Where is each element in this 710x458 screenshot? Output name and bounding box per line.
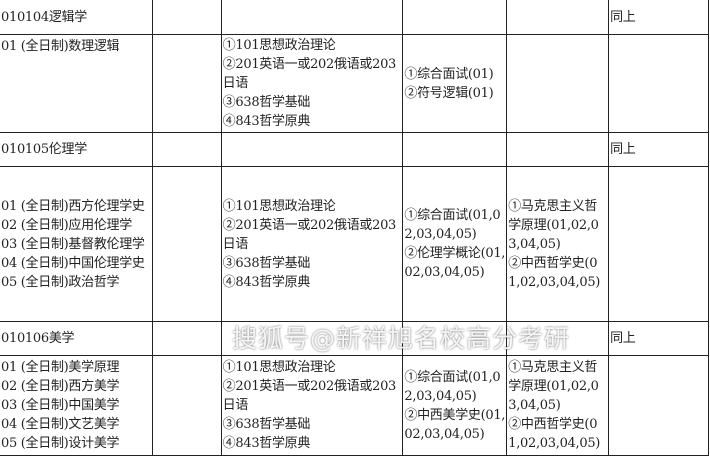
blank-cell bbox=[151, 355, 222, 456]
retest-subjects-cell: ①综合面试(01,02,03,04,05) ②伦理学概论(01,02,03,04… bbox=[402, 166, 508, 322]
program-cell: 01 (全日制)数理逻辑 bbox=[0, 34, 153, 133]
equivalent-subjects-cell bbox=[506, 0, 610, 35]
watermark: 搜狐号@新祥旭名校高分考研 bbox=[232, 324, 571, 353]
exam-subjects-cell: ①101思想政治理论 ②201英语一或202俄语或203日语 ③638哲学基础 … bbox=[220, 166, 404, 322]
remarks-cell: 同上 bbox=[608, 132, 709, 167]
remarks-cell bbox=[608, 166, 709, 322]
direction-row: 01 (全日制)西方伦理学史 02 (全日制)应用伦理学 03 (全日制)基督教… bbox=[0, 166, 709, 322]
exam-subjects-cell: ①101思想政治理论 ②201英语一或202俄语或203日语 ③638哲学基础 … bbox=[220, 355, 404, 456]
equivalent-subjects-cell: ①马克思主义哲学原理(01,02,03,04,05) ②中西哲学史(01,02,… bbox=[506, 166, 610, 322]
equivalent-subjects-cell bbox=[506, 34, 610, 133]
program-cell: 010104逻辑学 bbox=[0, 0, 153, 35]
remarks-cell: 同上 bbox=[608, 321, 709, 356]
program-cell: 010105伦理学 bbox=[0, 132, 153, 167]
blank-cell bbox=[151, 321, 222, 356]
remarks-cell: 同上 bbox=[608, 0, 709, 35]
retest-subjects-cell bbox=[402, 0, 508, 35]
exam-subjects-cell bbox=[220, 132, 404, 167]
program-header-row: 010105伦理学 同上 bbox=[0, 132, 709, 167]
program-header-row: 010104逻辑学 同上 bbox=[0, 0, 709, 35]
direction-row: 01 (全日制)数理逻辑 ①101思想政治理论 ②201英语一或202俄语或203… bbox=[0, 34, 709, 133]
remarks-cell bbox=[608, 34, 709, 133]
blank-cell bbox=[151, 166, 222, 322]
equivalent-subjects-cell bbox=[506, 132, 610, 167]
program-cell: 01 (全日制)西方伦理学史 02 (全日制)应用伦理学 03 (全日制)基督教… bbox=[0, 166, 153, 322]
retest-subjects-cell bbox=[402, 132, 508, 167]
retest-subjects-cell: ①综合面试(01,02,03,04,05) ②中西美学史(01,02,03,04… bbox=[402, 355, 508, 456]
blank-cell bbox=[151, 0, 222, 35]
blank-cell bbox=[151, 34, 222, 133]
exam-subjects-cell: ①101思想政治理论 ②201英语一或202俄语或203日语 ③638哲学基础 … bbox=[220, 34, 404, 133]
remarks-cell bbox=[608, 355, 709, 456]
direction-row: 01 (全日制)美学原理 02 (全日制)西方美学 03 (全日制)中国美学 0… bbox=[0, 355, 709, 456]
retest-subjects-cell: ①综合面试(01) ②符号逻辑(01) bbox=[402, 34, 508, 133]
program-cell: 010106美学 bbox=[0, 321, 153, 356]
blank-cell bbox=[151, 132, 222, 167]
program-cell: 01 (全日制)美学原理 02 (全日制)西方美学 03 (全日制)中国美学 0… bbox=[0, 355, 153, 456]
equivalent-subjects-cell: ①马克思主义哲学原理(01,02,03,04,05) ②中西哲学史(01,02,… bbox=[506, 355, 610, 456]
equivalent-subjects-cell bbox=[506, 321, 610, 356]
exam-subjects-cell bbox=[220, 0, 404, 35]
